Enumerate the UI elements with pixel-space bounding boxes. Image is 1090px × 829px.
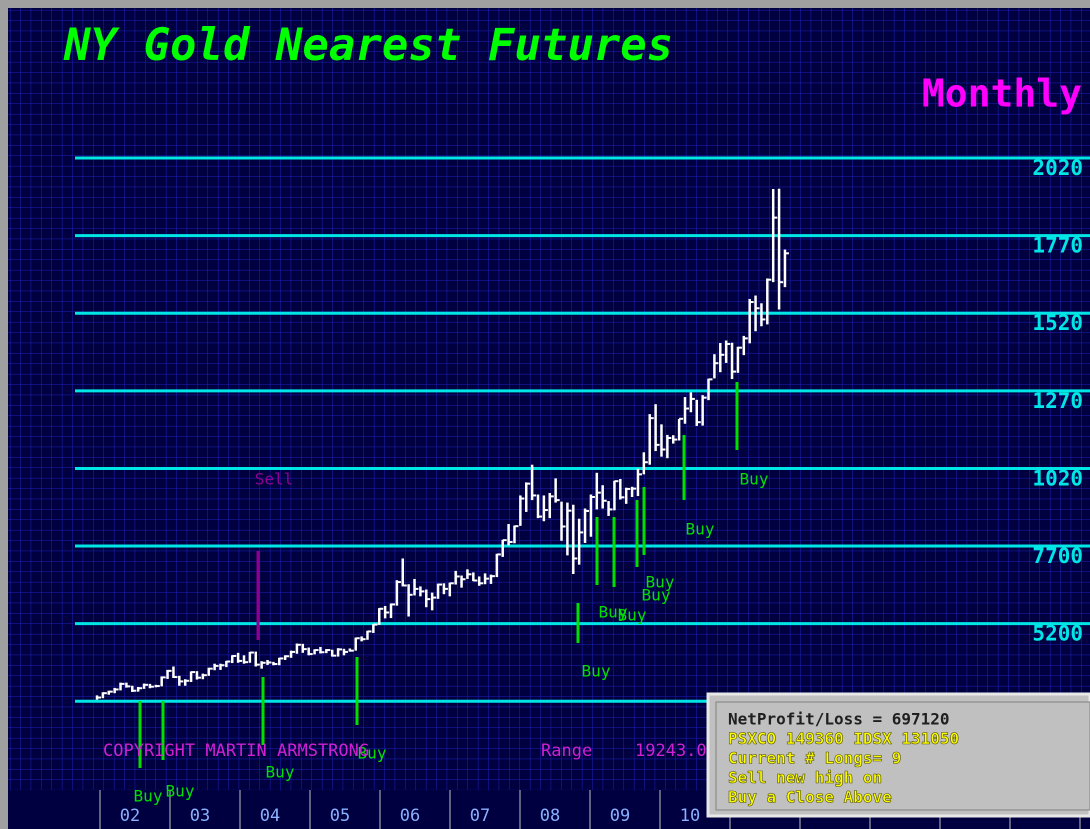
- y-tick-label: 1770: [1032, 234, 1083, 258]
- info-line: NetProfit/Loss = 697120: [728, 710, 950, 729]
- range-label: Range: [541, 741, 592, 761]
- signal-label: Buy: [358, 744, 387, 763]
- y-tick-label: 2020: [1032, 156, 1083, 180]
- y-tick-label: 1270: [1032, 389, 1083, 413]
- signal-label: Sell: [255, 470, 294, 489]
- copyright: COPYRIGHT MARTIN ARMSTRONG: [103, 741, 369, 761]
- signal-label: Buy: [266, 763, 295, 782]
- x-tick-label: 03: [190, 806, 210, 826]
- signal-label: Buy: [740, 470, 769, 489]
- range-value: 19243.0: [635, 741, 707, 761]
- x-tick-label: 09: [610, 806, 630, 826]
- x-tick-label: 10: [680, 806, 700, 826]
- y-tick-label: 5200: [1032, 622, 1083, 646]
- info-line: Sell new high on: [728, 768, 882, 787]
- x-tick-label: 06: [400, 806, 420, 826]
- chart-subtitle: Monthly: [922, 72, 1082, 116]
- signal-label: Buy: [686, 520, 715, 539]
- x-tick-label: 07: [470, 806, 490, 826]
- signal-label: Buy: [618, 606, 647, 625]
- signal-label: Buy: [582, 662, 611, 681]
- y-tick-label: 1520: [1032, 311, 1083, 335]
- y-tick-label: 7700: [1032, 544, 1083, 568]
- x-tick-label: 08: [540, 806, 560, 826]
- x-tick-label: 05: [330, 806, 350, 826]
- x-tick-label: 04: [260, 806, 280, 826]
- chart-title: NY Gold Nearest Futures: [63, 20, 673, 71]
- signal-label: Buy: [134, 787, 163, 806]
- y-tick-label: 1020: [1032, 466, 1083, 490]
- signal-label: Buy: [642, 586, 671, 605]
- x-tick-label: 02: [120, 806, 140, 826]
- signal-label: Buy: [599, 603, 628, 622]
- info-line: PSXCO 149360 IDSX 131050: [728, 729, 959, 748]
- signal-label: Buy: [166, 782, 195, 801]
- info-line: Buy a Close Above: [728, 788, 892, 807]
- plot: 2020 1770 1520 1270 1020 7700 5200 02 03 04 05 06 07…: [75, 156, 1090, 829]
- info-line: Current # Longs= 9: [728, 749, 901, 768]
- signal-label: Buy: [646, 573, 675, 592]
- plot-background: [8, 8, 1090, 829]
